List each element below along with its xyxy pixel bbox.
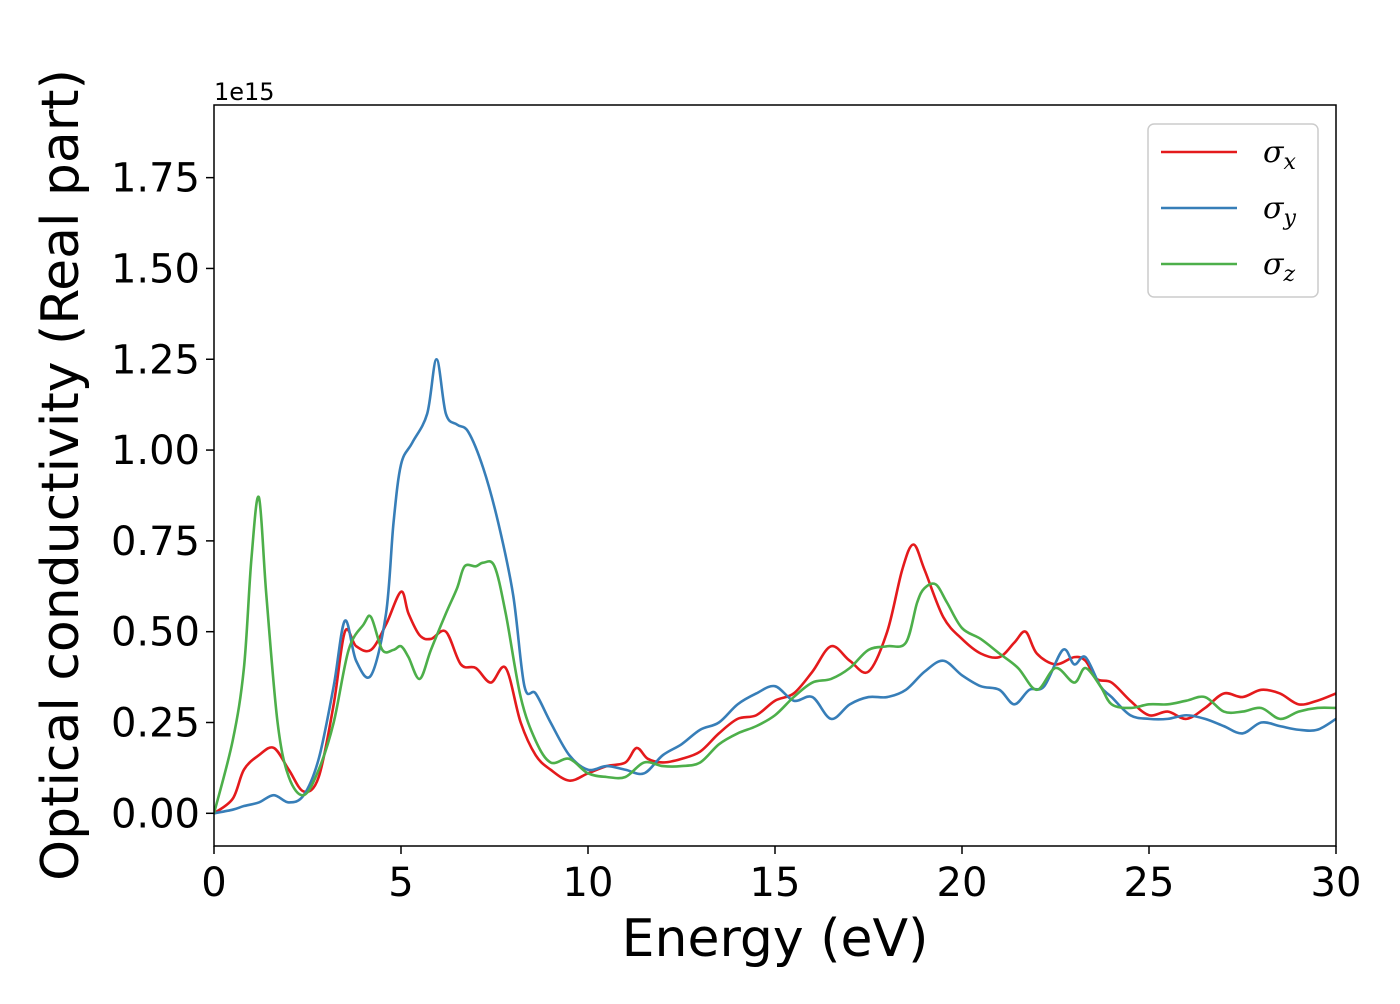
x-tick-label: 30 (1311, 860, 1362, 906)
y-tick-label: 0.25 (111, 701, 200, 747)
legend-items: σx σy σz (1161, 135, 1296, 287)
plot-lines (214, 357, 1336, 815)
legend-label-sigma-z: σz (1263, 247, 1295, 287)
x-tick-label: 0 (201, 860, 226, 906)
x-tick-label: 10 (563, 860, 614, 906)
y-axis-title: Optical conductivity (Real part) (31, 69, 91, 881)
x-tick-label: 20 (937, 860, 988, 906)
x-axis-ticks: 0 5 10 15 20 25 30 (201, 846, 1361, 906)
legend-label-sigma-x: σx (1263, 135, 1296, 175)
y-tick-label: 0.00 (111, 791, 200, 837)
y-tick-label: 1.00 (111, 428, 200, 474)
legend-label-sigma-y: σy (1263, 191, 1296, 231)
series-line-sigma-y (214, 357, 1336, 815)
x-tick-label: 25 (1124, 860, 1175, 906)
y-tick-label: 1.50 (111, 246, 200, 292)
legend-box (1147, 123, 1319, 298)
x-tick-label: 15 (750, 860, 801, 906)
y-tick-label: 0.50 (111, 610, 200, 656)
y-tick-label: 0.75 (111, 519, 200, 565)
y-tick-label: 1.75 (111, 156, 200, 202)
x-tick-label: 5 (388, 860, 413, 906)
legend: σx σy σz (1147, 123, 1319, 298)
x-axis-title: Energy (eV) (622, 909, 929, 969)
y-axis-offset-label: 1e15 (214, 78, 275, 106)
y-tick-label: 1.25 (111, 337, 200, 383)
series-line-sigma-z (214, 495, 1336, 814)
y-axis-ticks: 0.00 0.25 0.50 0.75 1.00 1.25 1.50 1.75 (111, 156, 214, 837)
series-line-sigma-x (214, 543, 1336, 815)
